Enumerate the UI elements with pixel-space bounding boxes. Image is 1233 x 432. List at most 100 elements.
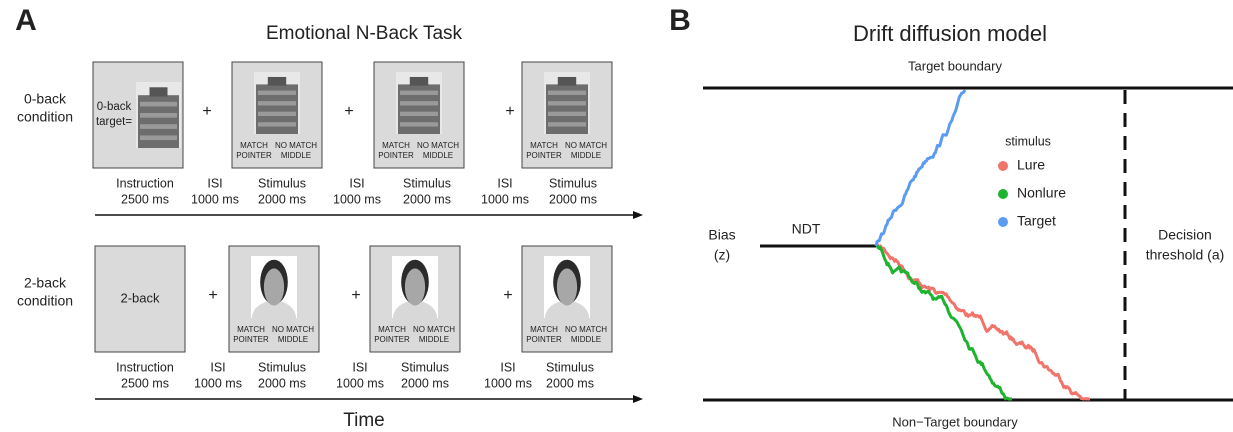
ndt-label: NDT bbox=[792, 221, 821, 237]
timeline-duration: 2500 ms bbox=[121, 192, 169, 206]
response-label: POINTER bbox=[526, 335, 562, 344]
timeline-label: ISI bbox=[210, 360, 225, 374]
timeline-label: Stimulus bbox=[403, 176, 451, 190]
response-label: MIDDLE bbox=[571, 151, 601, 160]
boundary-label: Target boundary bbox=[908, 58, 1002, 73]
response-label: MIDDLE bbox=[419, 335, 449, 344]
timeline-label: ISI bbox=[497, 176, 512, 190]
timeline-duration: 1000 ms bbox=[194, 376, 242, 390]
panel-letter: B bbox=[669, 4, 691, 37]
timeline-duration: 1000 ms bbox=[484, 376, 532, 390]
timeline-label: Stimulus bbox=[401, 360, 449, 374]
timeline-duration: 2000 ms bbox=[258, 376, 306, 390]
building-floor bbox=[258, 91, 296, 95]
threshold-label: threshold (a) bbox=[1146, 247, 1225, 263]
response-label: MATCH bbox=[382, 141, 410, 150]
timeline-duration: 2000 ms bbox=[546, 376, 594, 390]
response-label: MIDDLE bbox=[571, 335, 601, 344]
building-floor bbox=[140, 102, 177, 107]
timeline-duration: 1000 ms bbox=[333, 192, 381, 206]
timeline-label: ISI bbox=[500, 360, 515, 374]
building-floor bbox=[548, 122, 586, 126]
response-label: MATCH bbox=[378, 325, 406, 334]
legend-marker bbox=[998, 217, 1008, 227]
trajectory bbox=[876, 244, 1090, 399]
timeline-duration: 2000 ms bbox=[403, 192, 451, 206]
axis-label: Time bbox=[343, 410, 385, 431]
response-label: POINTER bbox=[233, 335, 269, 344]
panel-letter: A bbox=[15, 4, 37, 37]
response-label: MATCH bbox=[530, 325, 558, 334]
timeline-duration: 2500 ms bbox=[121, 376, 169, 390]
legend-marker bbox=[998, 189, 1008, 199]
face bbox=[405, 268, 425, 305]
timeline-duration: 1000 ms bbox=[481, 192, 529, 206]
face bbox=[264, 268, 284, 305]
face bbox=[557, 268, 577, 305]
bias-label: (z) bbox=[714, 247, 730, 263]
building-floor bbox=[400, 101, 438, 105]
timeline-label: ISI bbox=[207, 176, 222, 190]
response-label: POINTER bbox=[374, 335, 410, 344]
building-floor bbox=[400, 91, 438, 95]
response-label: NO MATCH bbox=[272, 325, 314, 334]
response-label: NO MATCH bbox=[413, 325, 455, 334]
timeline-label: Instruction bbox=[116, 360, 174, 374]
timeline-duration: 2000 ms bbox=[258, 192, 306, 206]
building-floor bbox=[140, 135, 177, 140]
timeline-label: Stimulus bbox=[546, 360, 594, 374]
separator: + bbox=[344, 103, 353, 120]
bias-label: Bias bbox=[708, 227, 735, 243]
response-label: POINTER bbox=[526, 151, 562, 160]
response-label: NO MATCH bbox=[275, 141, 317, 150]
instruction-text: 0-back bbox=[97, 101, 132, 113]
response-label: NO MATCH bbox=[565, 325, 607, 334]
response-label: NO MATCH bbox=[565, 141, 607, 150]
instruction-text: 2-back bbox=[120, 290, 160, 305]
arrow-head bbox=[633, 211, 643, 219]
separator: + bbox=[505, 103, 514, 120]
building-floor bbox=[548, 91, 586, 95]
timeline-duration: 2000 ms bbox=[401, 376, 449, 390]
figure: AEmotional N-Back Task0-backcondition0-b… bbox=[0, 0, 1233, 432]
building-floor bbox=[258, 112, 296, 116]
building-roof bbox=[150, 87, 168, 96]
building-floor bbox=[400, 122, 438, 126]
building-floor bbox=[400, 112, 438, 116]
legend-label: Lure bbox=[1017, 157, 1045, 173]
separator: + bbox=[208, 287, 217, 304]
trajectory bbox=[876, 90, 965, 246]
building-roof bbox=[410, 77, 428, 86]
timeline-label: Stimulus bbox=[258, 176, 306, 190]
timeline-label: Stimulus bbox=[258, 360, 306, 374]
response-label: MIDDLE bbox=[278, 335, 308, 344]
legend-label: Target bbox=[1017, 213, 1056, 229]
response-label: POINTER bbox=[378, 151, 414, 160]
timeline-label: Instruction bbox=[116, 176, 174, 190]
legend-marker bbox=[998, 161, 1008, 171]
response-label: MIDDLE bbox=[281, 151, 311, 160]
timeline-label: Stimulus bbox=[549, 176, 597, 190]
boundary-label: Non−Target boundary bbox=[892, 414, 1018, 429]
condition-label: 2-back bbox=[24, 275, 67, 291]
legend-title: stimulus bbox=[1005, 134, 1051, 148]
building-floor bbox=[140, 124, 177, 129]
separator: + bbox=[351, 287, 360, 304]
response-label: POINTER bbox=[236, 151, 272, 160]
condition-label: 0-back bbox=[24, 91, 67, 107]
timeline-duration: 1000 ms bbox=[191, 192, 239, 206]
building-roof bbox=[268, 77, 286, 86]
building-floor bbox=[548, 101, 586, 105]
building-floor bbox=[140, 113, 177, 118]
timeline-duration: 1000 ms bbox=[336, 376, 384, 390]
timeline-label: ISI bbox=[349, 176, 364, 190]
panel-title: Emotional N-Back Task bbox=[266, 23, 463, 44]
timeline-label: ISI bbox=[352, 360, 367, 374]
response-label: MATCH bbox=[240, 141, 268, 150]
separator: + bbox=[503, 287, 512, 304]
trajectory bbox=[876, 246, 1012, 399]
building-floor bbox=[258, 101, 296, 105]
separator: + bbox=[202, 103, 211, 120]
panel-title: Drift diffusion model bbox=[853, 21, 1047, 46]
response-label: NO MATCH bbox=[417, 141, 459, 150]
